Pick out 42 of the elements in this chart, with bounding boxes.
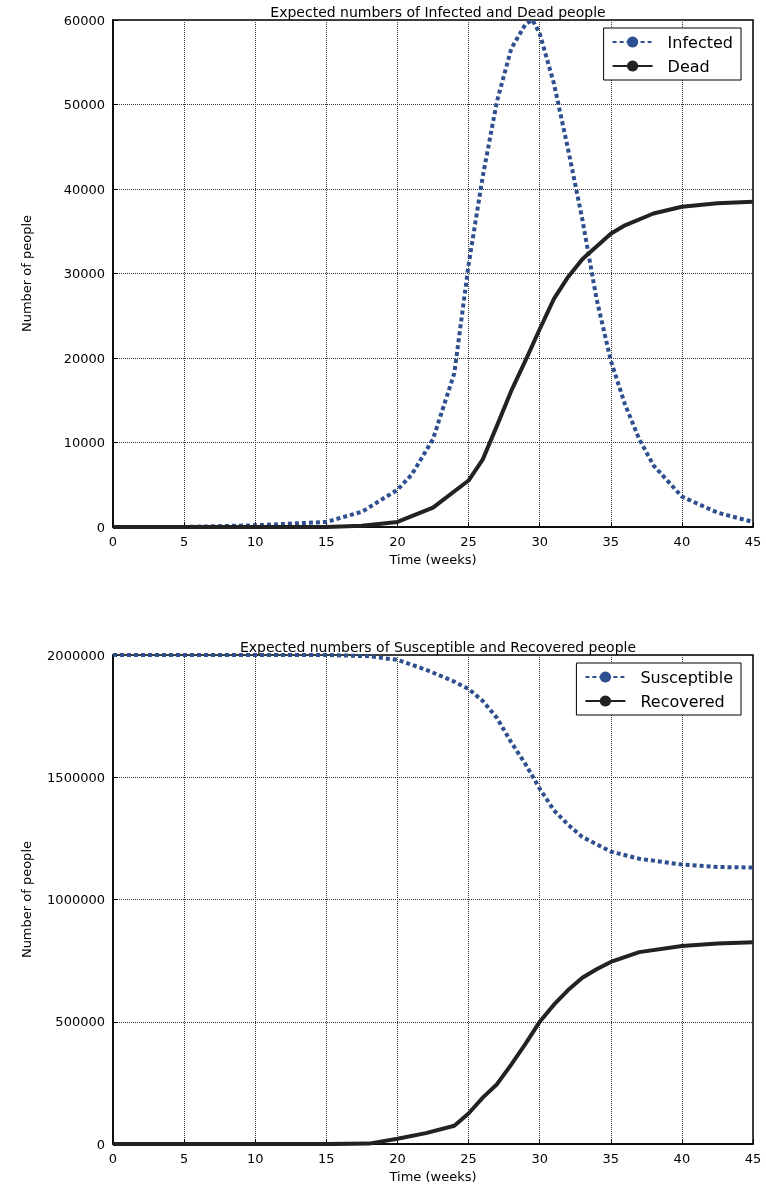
x-tick-label: 45 bbox=[744, 534, 762, 549]
x-tick-label: 25 bbox=[460, 534, 477, 549]
x-tick-label: 35 bbox=[602, 534, 620, 549]
y-tick-label: 0 bbox=[96, 519, 105, 535]
x-tick-label: 45 bbox=[744, 1151, 762, 1167]
y-axis-title: Number of people bbox=[19, 841, 34, 959]
y-axis-title: Number of people bbox=[19, 214, 34, 333]
x-axis-title: Time (weeks) bbox=[388, 1169, 477, 1184]
y-tick-label: 10000 bbox=[63, 435, 105, 450]
x-tick-label: 15 bbox=[318, 534, 335, 549]
y-tick-label: 50000 bbox=[63, 97, 105, 112]
y-tick-label: 1500000 bbox=[47, 769, 105, 785]
x-tick-label: 20 bbox=[389, 1151, 406, 1167]
y-tick-label: 1000000 bbox=[47, 892, 105, 908]
x-tick-label: 5 bbox=[179, 534, 189, 549]
chart-title: Expected numbers of Infected and Dead people bbox=[270, 4, 606, 20]
y-tick-label: 20000 bbox=[63, 350, 105, 366]
y-tick-label: 40000 bbox=[63, 181, 105, 197]
x-tick-label: 30 bbox=[531, 1151, 548, 1167]
legend-label: Recovered bbox=[640, 691, 725, 711]
x-axis-title: Time (weeks) bbox=[388, 551, 477, 567]
legend-label: Susceptible bbox=[640, 667, 733, 687]
y-tick-label: 30000 bbox=[63, 266, 105, 281]
y-tick-label: 0 bbox=[96, 1136, 105, 1152]
y-tick-label: 2000000 bbox=[47, 647, 105, 663]
x-tick-label: 25 bbox=[460, 1151, 477, 1167]
x-tick-label: 0 bbox=[108, 534, 118, 549]
x-tick-label: 15 bbox=[318, 1151, 335, 1167]
x-tick-label: 40 bbox=[673, 534, 691, 549]
legend-label: Dead bbox=[667, 56, 710, 76]
x-tick-label: 30 bbox=[531, 534, 548, 549]
y-tick-label: 500000 bbox=[55, 1014, 105, 1030]
x-tick-label: 40 bbox=[673, 1151, 691, 1167]
x-tick-label: 10 bbox=[246, 1151, 264, 1167]
x-tick-label: 0 bbox=[108, 1151, 118, 1167]
x-tick-label: 35 bbox=[602, 1151, 620, 1167]
chart-title: Expected numbers of Susceptible and Recovered people bbox=[239, 639, 637, 655]
x-tick-label: 5 bbox=[179, 1151, 189, 1167]
y-tick-label: 60000 bbox=[63, 12, 105, 28]
legend-label: Infected bbox=[667, 32, 733, 52]
x-tick-label: 10 bbox=[246, 534, 264, 549]
x-tick-label: 20 bbox=[389, 534, 406, 549]
